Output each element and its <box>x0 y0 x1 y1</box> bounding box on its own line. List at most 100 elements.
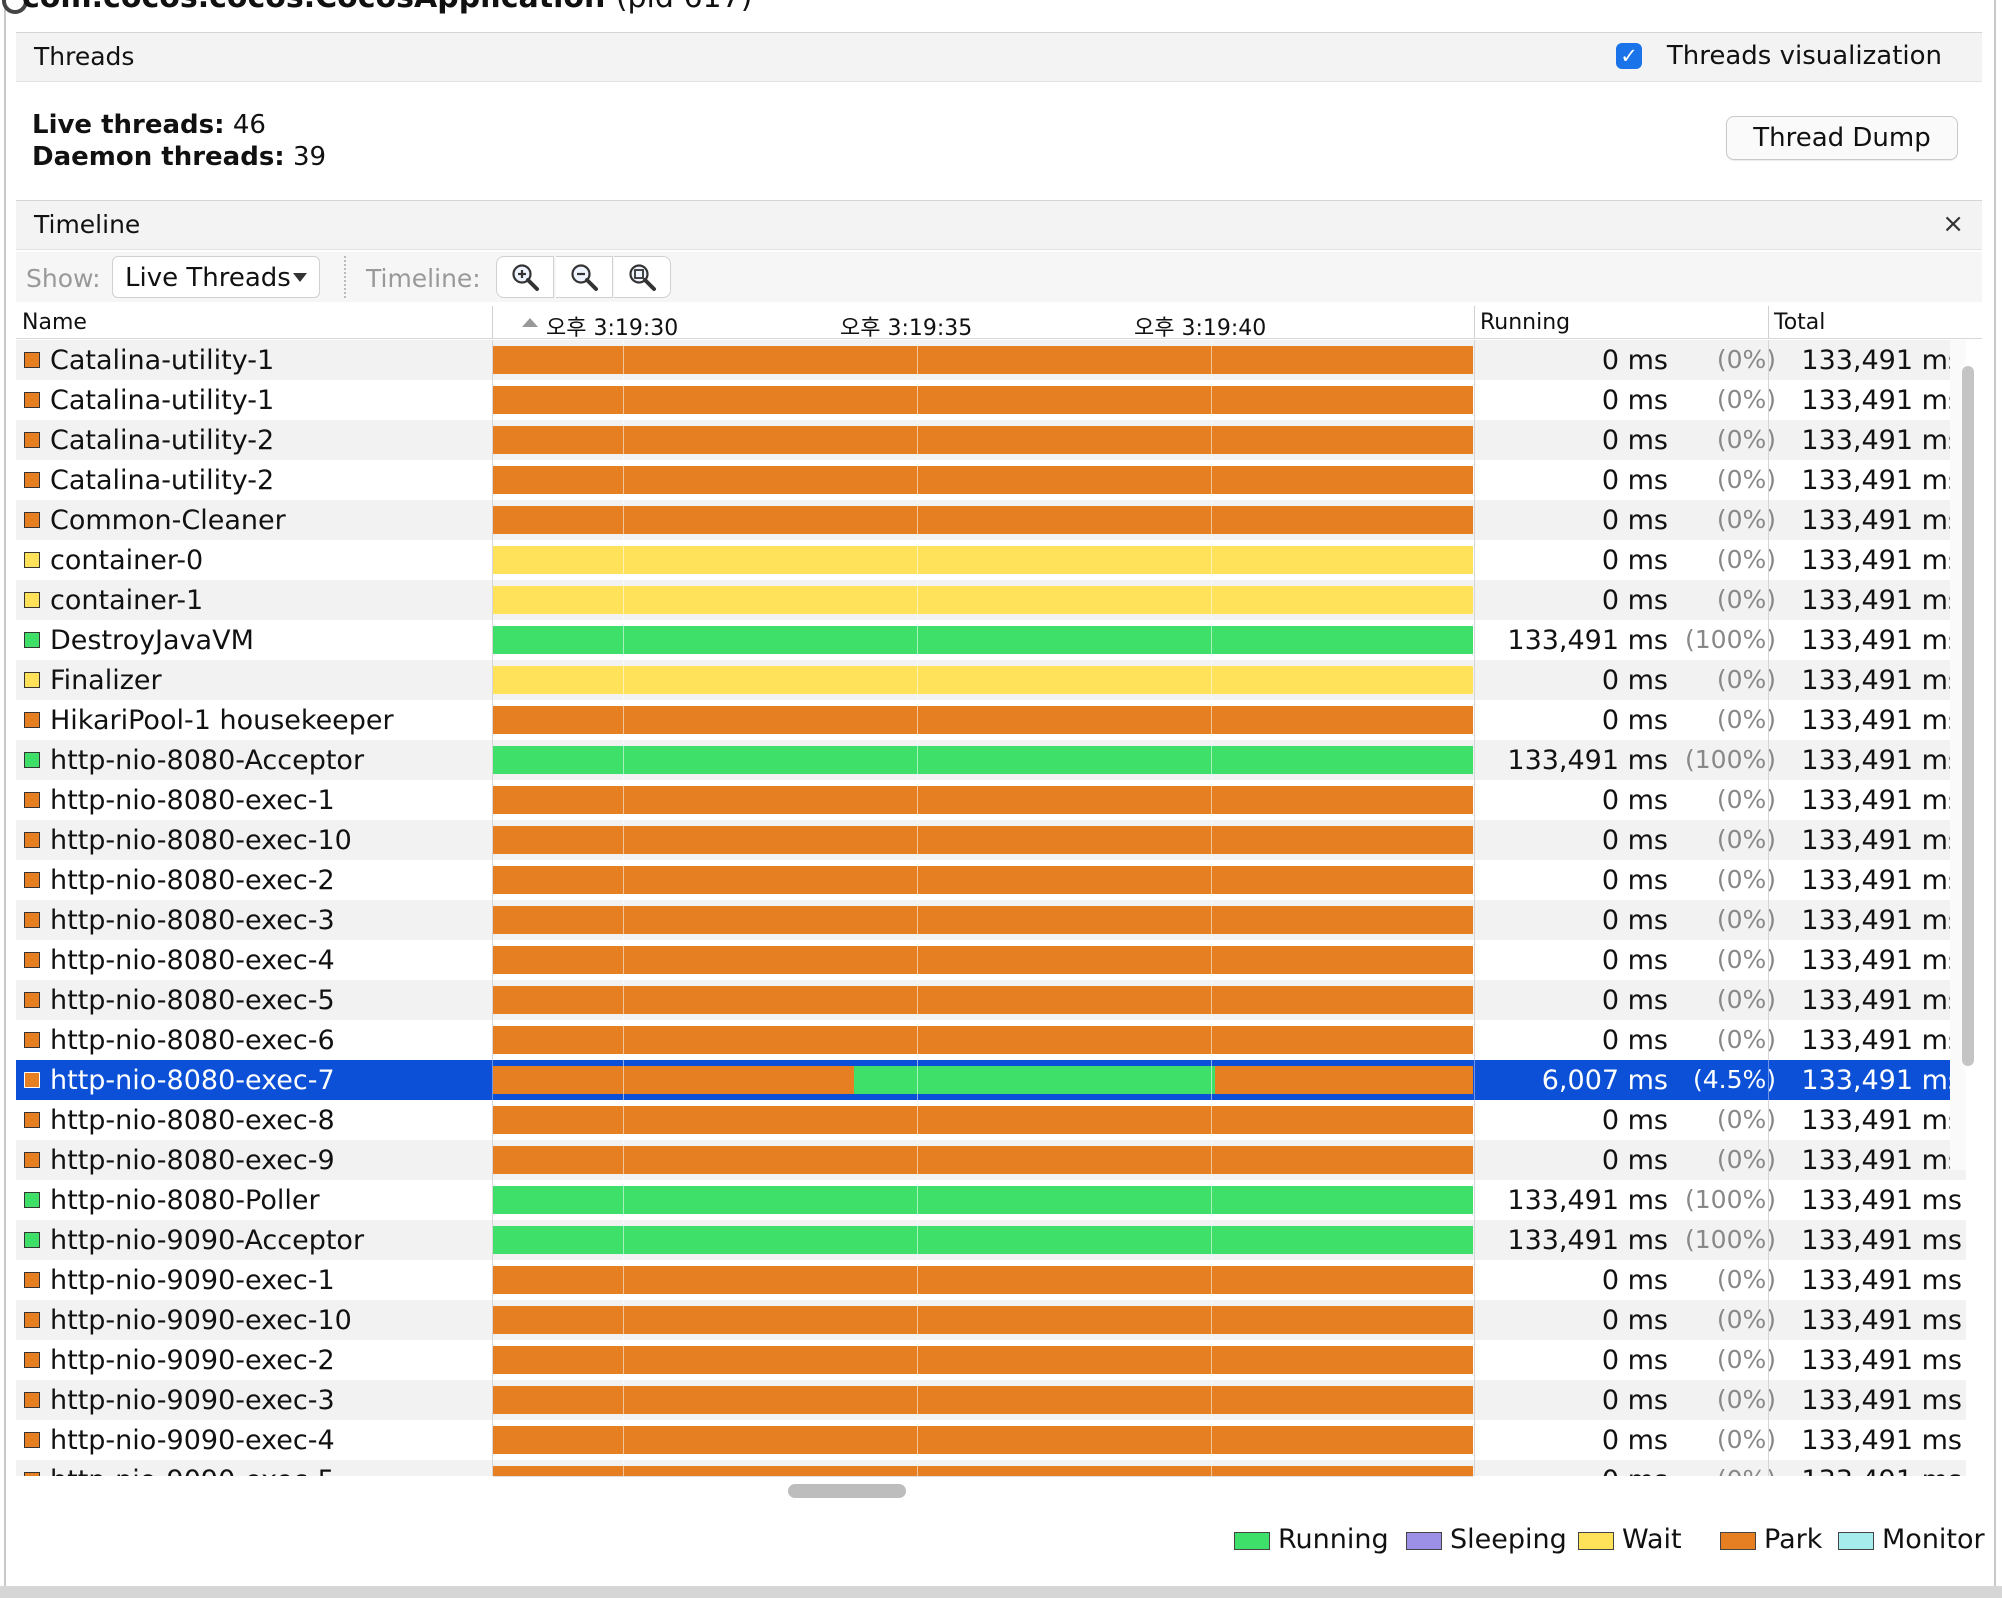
column-separator[interactable] <box>1474 306 1475 338</box>
table-row[interactable]: http-nio-8080-exec-4 0 ms (0%) 133,491 ms <box>16 940 1966 980</box>
table-row[interactable]: http-nio-8080-Acceptor 133,491 ms (100%) 13… <box>16 740 1966 780</box>
running-percent: (100%) <box>1685 1225 1776 1254</box>
cell-separator <box>1768 1220 1769 1260</box>
thread-name: http-nio-9090-Acceptor <box>50 1225 365 1256</box>
timeline-grid-line <box>1211 1100 1212 1140</box>
running-percent: (0%) <box>1716 705 1776 734</box>
table-row[interactable]: http-nio-9090-exec-1 0 ms (0%) 133,491 ms <box>16 1260 1966 1300</box>
column-header-total[interactable]: Total <box>1774 310 1826 335</box>
total-time: 133,491 ms <box>1801 1145 1962 1176</box>
total-time: 133,491 ms <box>1801 1105 1962 1136</box>
cell-separator <box>492 1460 493 1476</box>
table-row[interactable]: http-nio-8080-Poller 133,491 ms (100%) 133,… <box>16 1180 1966 1220</box>
timeline-grid-line <box>917 900 918 940</box>
table-row[interactable]: DestroyJavaVM 133,491 ms (100%) 133,491 ms <box>16 620 1966 660</box>
total-time: 133,491 ms <box>1801 585 1962 616</box>
cell-separator <box>492 1220 493 1260</box>
cell-separator <box>1768 1060 1769 1100</box>
timeline-grid-line <box>1211 860 1212 900</box>
timeline-grid-line <box>623 380 624 420</box>
close-icon[interactable]: × <box>1942 209 1964 239</box>
cell-separator <box>492 500 493 540</box>
thread-state-icon <box>24 912 40 928</box>
table-row[interactable]: Catalina-utility-2 0 ms (0%) 133,491 ms <box>16 460 1966 500</box>
thread-timeline-bar <box>493 1060 1473 1100</box>
table-row[interactable]: http-nio-9090-Acceptor 133,491 ms (100%) 13… <box>16 1220 1966 1260</box>
cell-separator <box>492 1260 493 1300</box>
table-row[interactable]: http-nio-8080-exec-8 0 ms (0%) 133,491 ms <box>16 1100 1966 1140</box>
timeline-grid-line <box>623 620 624 660</box>
zoom-out-icon[interactable] <box>569 262 599 292</box>
timeline-grid-line <box>917 540 918 580</box>
thread-state-icon <box>24 552 40 568</box>
table-row[interactable]: container-1 0 ms (0%) 133,491 ms <box>16 580 1966 620</box>
chevron-down-icon[interactable] <box>293 273 307 282</box>
table-row[interactable]: http-nio-8080-exec-3 0 ms (0%) 133,491 ms <box>16 900 1966 940</box>
table-row[interactable]: Finalizer 0 ms (0%) 133,491 ms <box>16 660 1966 700</box>
thread-name: http-nio-8080-exec-8 <box>50 1105 335 1136</box>
table-row[interactable]: http-nio-9090-exec-4 0 ms (0%) 133,491 ms <box>16 1420 1966 1460</box>
table-row[interactable]: http-nio-8080-exec-1 0 ms (0%) 133,491 ms <box>16 780 1966 820</box>
column-separator[interactable] <box>492 306 493 338</box>
thread-state-icon <box>24 432 40 448</box>
table-row[interactable]: Catalina-utility-1 0 ms (0%) 133,491 ms <box>16 380 1966 420</box>
running-percent: (0%) <box>1716 505 1776 534</box>
table-row[interactable]: Catalina-utility-2 0 ms (0%) 133,491 ms <box>16 420 1966 460</box>
threads-visualization-label[interactable]: Threads visualization <box>1666 41 1942 71</box>
column-separator[interactable] <box>1768 306 1769 338</box>
timeline-grid-line <box>917 1380 918 1420</box>
timeline-grid-line <box>917 420 918 460</box>
show-dropdown[interactable]: Live Threads <box>112 256 320 298</box>
timeline-grid-line <box>1211 1460 1212 1476</box>
column-header-name[interactable]: Name <box>22 310 87 335</box>
thread-timeline-bar <box>493 1020 1473 1060</box>
toolbar-separator <box>344 256 346 298</box>
table-row[interactable]: http-nio-8080-exec-2 0 ms (0%) 133,491 ms <box>16 860 1966 900</box>
thread-name: http-nio-9090-exec-4 <box>50 1425 335 1456</box>
zoom-out-button[interactable] <box>556 256 613 298</box>
thread-state-icon <box>24 1192 40 1208</box>
table-row[interactable]: http-nio-8080-exec-9 0 ms (0%) 133,491 ms <box>16 1140 1966 1180</box>
show-dropdown-value[interactable]: Live Threads <box>125 263 291 293</box>
zoom-fit-icon[interactable] <box>627 262 657 292</box>
zoom-fit-button[interactable] <box>614 256 671 298</box>
thread-dump-button[interactable]: Thread Dump <box>1726 116 1958 160</box>
table-row[interactable]: HikariPool-1 housekeeper 0 ms (0%) 133,491 … <box>16 700 1966 740</box>
total-time: 133,491 ms <box>1801 1025 1962 1056</box>
zoom-in-icon[interactable] <box>510 262 540 292</box>
cell-separator <box>492 700 493 740</box>
running-time: 0 ms <box>1601 545 1668 576</box>
table-row[interactable]: http-nio-9090-exec-3 0 ms (0%) 133,491 ms <box>16 1380 1966 1420</box>
table-row[interactable]: http-nio-8080-exec-6 0 ms (0%) 133,491 ms <box>16 1020 1966 1060</box>
timeline-grid-line <box>917 1340 918 1380</box>
running-time: 0 ms <box>1601 425 1668 456</box>
cell-separator <box>1474 1100 1475 1140</box>
cell-separator <box>1474 860 1475 900</box>
running-time: 0 ms <box>1601 1265 1668 1296</box>
table-row-selected[interactable]: http-nio-8080-exec-7 6,007 ms (4.5%) 133,49… <box>16 1060 1966 1100</box>
thread-timeline-bar <box>493 340 1473 380</box>
table-row[interactable]: http-nio-8080-exec-10 0 ms (0%) 133,491 ms <box>16 820 1966 860</box>
timeline-grid-line <box>623 980 624 1020</box>
running-time: 0 ms <box>1601 385 1668 416</box>
timeline-segment-park <box>493 1386 1473 1414</box>
column-header-running[interactable]: Running <box>1480 310 1571 335</box>
table-row[interactable]: container-0 0 ms (0%) 133,491 ms <box>16 540 1966 580</box>
table-row[interactable]: http-nio-9090-exec-2 0 ms (0%) 133,491 ms <box>16 1340 1966 1380</box>
legend-swatch-wait <box>1578 1532 1614 1550</box>
zoom-in-button[interactable] <box>496 256 554 298</box>
horizontal-scrollbar-track[interactable] <box>493 1476 1473 1507</box>
table-header: Name 오후 3:19:30 오후 3:19:35 오후 3:19:40 Ru… <box>16 306 1982 341</box>
cell-separator <box>492 460 493 500</box>
table-row[interactable]: http-nio-9090-exec-10 0 ms (0%) 133,491 ms <box>16 1300 1966 1340</box>
table-row[interactable]: Catalina-utility-1 0 ms (0%) 133,491 ms <box>16 340 1966 380</box>
vertical-scrollbar-thumb[interactable] <box>1962 366 1974 1066</box>
table-row[interactable]: http-nio-9090-exec-5 0 ms (0%) 133,491 ms <box>16 1460 1966 1476</box>
table-row[interactable]: Common-Cleaner 0 ms (0%) 133,491 ms <box>16 500 1966 540</box>
threads-visualization-checkbox[interactable]: ✓ <box>1616 43 1642 69</box>
horizontal-scrollbar-thumb[interactable] <box>788 1484 906 1498</box>
daemon-threads-value: 39 <box>292 142 327 172</box>
table-row[interactable]: http-nio-8080-exec-5 0 ms (0%) 133,491 ms <box>16 980 1966 1020</box>
cell-separator <box>492 940 493 980</box>
timeline-grid-line <box>1211 1260 1212 1300</box>
